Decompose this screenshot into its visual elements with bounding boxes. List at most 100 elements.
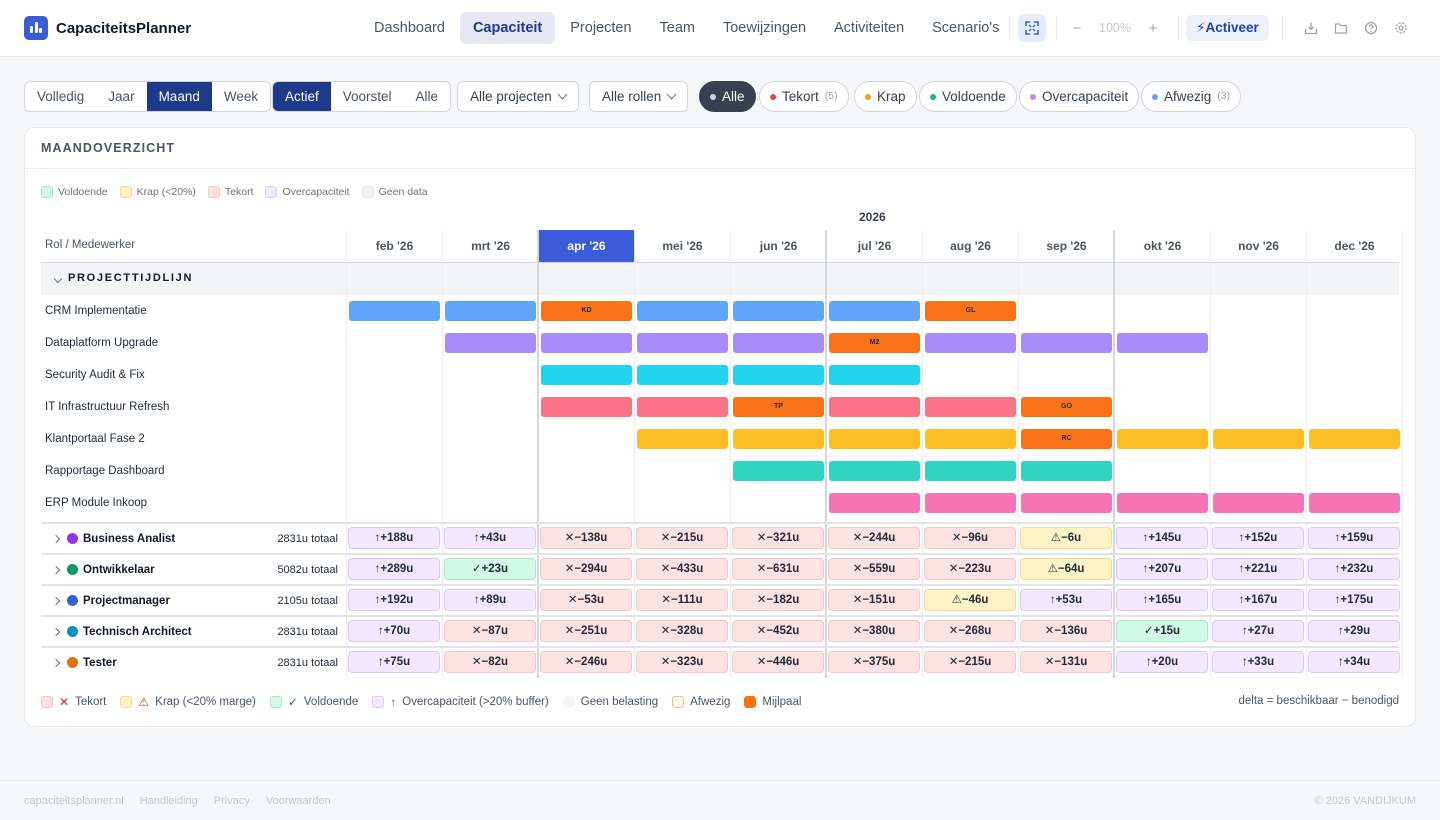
project-bar[interactable] bbox=[733, 461, 824, 481]
month-header-aug-26[interactable]: aug '26 bbox=[922, 230, 1018, 262]
status-option-voorstel[interactable]: Voorstel bbox=[342, 89, 392, 104]
nav-item-projecten[interactable]: Projecten bbox=[570, 20, 632, 36]
milestone-bar[interactable]: TP bbox=[733, 397, 824, 417]
capacity-cell[interactable]: ↑+145u bbox=[1116, 527, 1208, 549]
capacity-cell[interactable]: ✕−268u bbox=[924, 620, 1016, 642]
capacity-cell[interactable]: ✕−328u bbox=[636, 620, 728, 642]
capacity-cell[interactable]: ✕−375u bbox=[828, 651, 920, 673]
capacity-cell[interactable]: ✕−82u bbox=[444, 651, 536, 673]
project-bar[interactable] bbox=[541, 333, 632, 353]
capacity-cell[interactable]: ✕−53u bbox=[540, 589, 632, 611]
project-bar[interactable] bbox=[925, 397, 1016, 417]
project-bar[interactable] bbox=[1117, 493, 1208, 513]
capacity-cell[interactable]: ↑+53u bbox=[1020, 589, 1112, 611]
brand[interactable]: CapaciteitsPlanner bbox=[24, 16, 191, 40]
capacity-cell[interactable]: ✕−446u bbox=[732, 651, 824, 673]
month-header-dec-26[interactable]: dec '26 bbox=[1306, 230, 1402, 262]
capacity-cell[interactable]: ✕−96u bbox=[924, 527, 1016, 549]
project-bar[interactable] bbox=[1021, 493, 1112, 513]
project-bar[interactable] bbox=[1309, 493, 1400, 513]
chevron-right-icon[interactable] bbox=[51, 596, 61, 606]
capacity-cell[interactable]: ↑+89u bbox=[444, 589, 536, 611]
capacity-cell[interactable]: ✕−631u bbox=[732, 558, 824, 580]
nav-item-dashboard[interactable]: Dashboard bbox=[374, 20, 445, 36]
project-name[interactable]: Rapportage Dashboard bbox=[45, 465, 165, 477]
capacity-cell[interactable]: ↑+34u bbox=[1308, 651, 1400, 673]
role-name[interactable]: Projectmanager bbox=[83, 595, 170, 607]
capacity-cell[interactable]: ✕−294u bbox=[540, 558, 632, 580]
project-bar[interactable] bbox=[925, 333, 1016, 353]
project-bar[interactable] bbox=[829, 461, 920, 481]
capacity-cell[interactable]: ✕−215u bbox=[636, 527, 728, 549]
footer-link-handleiding[interactable]: Handleiding bbox=[139, 795, 198, 807]
chevron-right-icon[interactable] bbox=[51, 658, 61, 668]
capacity-cell[interactable]: ↑+175u bbox=[1308, 589, 1400, 611]
capacity-cell[interactable]: ↑+29u bbox=[1308, 620, 1400, 642]
milestone-bar[interactable]: GL bbox=[925, 301, 1016, 321]
help-icon[interactable] bbox=[1357, 14, 1385, 42]
month-header-jul-26[interactable]: jul '26 bbox=[826, 230, 922, 262]
capacity-cell[interactable]: ✕−215u bbox=[924, 651, 1016, 673]
capacity-cell[interactable]: ↑+20u bbox=[1116, 651, 1208, 673]
status-option-alle[interactable]: Alle bbox=[415, 89, 439, 104]
month-header-apr-26[interactable]: apr '26 bbox=[538, 230, 634, 262]
project-bar[interactable] bbox=[829, 429, 920, 449]
project-bar[interactable] bbox=[541, 397, 632, 417]
project-bar[interactable] bbox=[829, 301, 920, 321]
month-header-nov-26[interactable]: nov '26 bbox=[1210, 230, 1306, 262]
nav-item-activiteiten[interactable]: Activiteiten bbox=[834, 20, 905, 36]
capacity-cell[interactable]: ↑+167u bbox=[1212, 589, 1304, 611]
project-name[interactable]: IT Infrastructuur Refresh bbox=[45, 401, 170, 413]
capacity-cell[interactable]: ✕−223u bbox=[924, 558, 1016, 580]
project-name[interactable]: Security Audit & Fix bbox=[45, 369, 145, 381]
project-bar[interactable] bbox=[445, 301, 536, 321]
capacity-cell[interactable]: ✕−323u bbox=[636, 651, 728, 673]
capacity-cell[interactable]: ✕−452u bbox=[732, 620, 824, 642]
footer-link-capaciteitsplanner-nl[interactable]: capaciteitsplanner.nl bbox=[24, 795, 124, 807]
role-name[interactable]: Business Analist bbox=[83, 533, 176, 545]
project-bar[interactable] bbox=[925, 493, 1016, 513]
month-header-feb-26[interactable]: feb '26 bbox=[346, 230, 442, 262]
capacity-cell[interactable]: ✕−151u bbox=[828, 589, 920, 611]
capacity-cell[interactable]: ↑+192u bbox=[348, 589, 440, 611]
capacity-cell[interactable]: ✓+23u bbox=[444, 558, 536, 580]
nav-item-scenario-s[interactable]: Scenario's bbox=[932, 20, 1000, 36]
project-bar[interactable] bbox=[1117, 429, 1208, 449]
milestone-bar[interactable]: M2 bbox=[829, 333, 920, 353]
capacity-cell[interactable]: ✕−559u bbox=[828, 558, 920, 580]
project-bar[interactable] bbox=[637, 333, 728, 353]
project-bar[interactable] bbox=[925, 429, 1016, 449]
zoom-in-button[interactable]: + bbox=[1148, 19, 1158, 37]
fit-screen-icon[interactable] bbox=[1018, 14, 1046, 42]
period-option-week[interactable]: Week bbox=[223, 89, 259, 104]
download-icon[interactable] bbox=[1297, 14, 1325, 42]
filter-chip-overcapaciteit[interactable]: Overcapaciteit bbox=[1019, 81, 1140, 112]
capacity-cell[interactable]: ✕−244u bbox=[828, 527, 920, 549]
chevron-right-icon[interactable] bbox=[51, 627, 61, 637]
month-header-okt-26[interactable]: okt '26 bbox=[1114, 230, 1210, 262]
month-header-mei-26[interactable]: mei '26 bbox=[634, 230, 730, 262]
project-bar[interactable] bbox=[733, 429, 824, 449]
month-header-sep-26[interactable]: sep '26 bbox=[1018, 230, 1114, 262]
project-bar[interactable] bbox=[445, 333, 536, 353]
roles-dropdown[interactable]: Alle rollen bbox=[589, 81, 689, 112]
capacity-cell[interactable]: ↑+159u bbox=[1308, 527, 1400, 549]
project-bar[interactable] bbox=[733, 365, 824, 385]
settings-gear-icon[interactable] bbox=[1387, 14, 1415, 42]
capacity-cell[interactable]: ✕−136u bbox=[1020, 620, 1112, 642]
project-bar[interactable] bbox=[637, 365, 728, 385]
period-option-jaar[interactable]: Jaar bbox=[108, 89, 135, 104]
project-bar[interactable] bbox=[1021, 333, 1112, 353]
capacity-cell[interactable]: ✕−138u bbox=[540, 527, 632, 549]
capacity-cell[interactable]: ✕−182u bbox=[732, 589, 824, 611]
project-name[interactable]: ERP Module Inkoop bbox=[45, 497, 148, 509]
project-bar[interactable] bbox=[637, 301, 728, 321]
month-header-jun-26[interactable]: jun '26 bbox=[730, 230, 826, 262]
filter-chip-alle[interactable]: Alle bbox=[699, 81, 756, 112]
project-bar[interactable] bbox=[637, 397, 728, 417]
capacity-cell[interactable]: ✓+15u bbox=[1116, 620, 1208, 642]
filter-chip-krap[interactable]: Krap bbox=[854, 81, 917, 112]
project-timeline-section[interactable]: PROJECTTIJDLIJN bbox=[41, 263, 1399, 295]
capacity-cell[interactable]: ✕−380u bbox=[828, 620, 920, 642]
milestone-bar[interactable]: RC bbox=[1021, 429, 1112, 449]
